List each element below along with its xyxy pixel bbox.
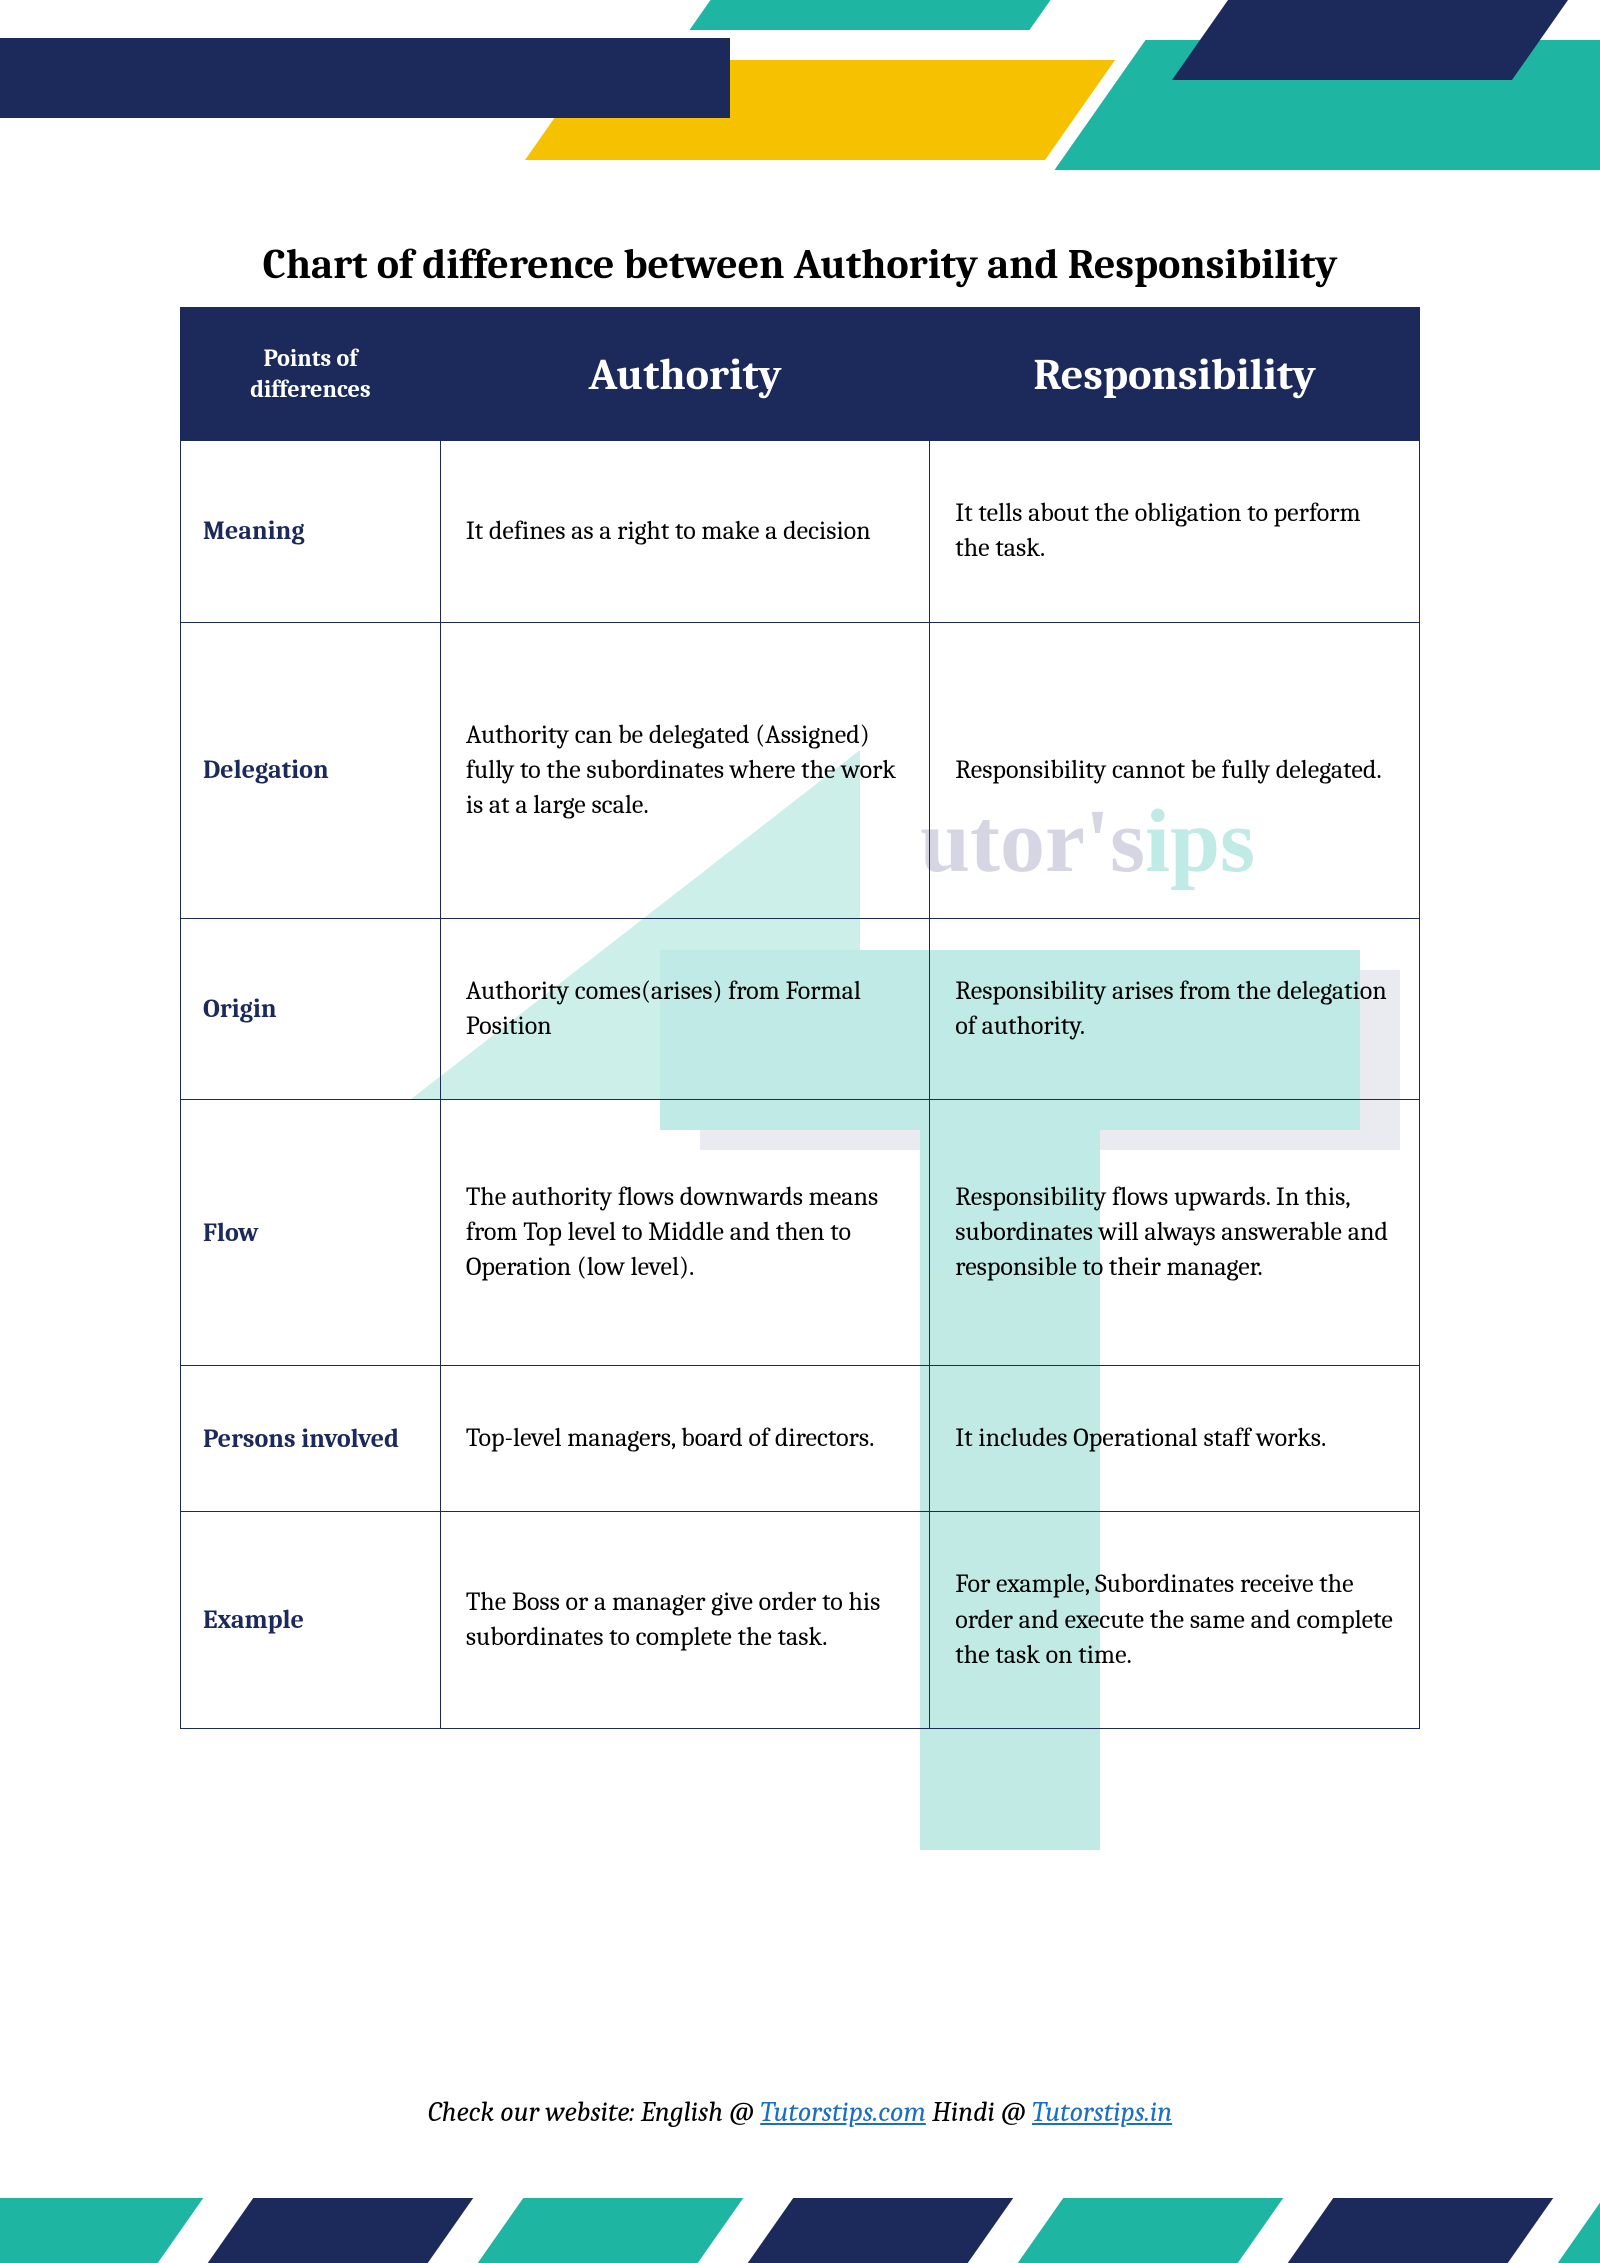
row-label-persons: Persons involved [181,1366,441,1512]
cell: It defines as a right to make a decision [440,441,929,622]
header-decoration [0,0,1600,180]
row-label-flow: Flow [181,1100,441,1366]
header-responsibility: Responsibility [930,308,1420,441]
cell: Authority comes(arises) from Formal Posi… [440,918,929,1099]
cell: Authority can be delegated (Assigned) fu… [440,622,929,918]
table-row: Flow The authority flows downwards means… [181,1100,1420,1366]
footer-text: Check our website: English @ Tutorstips.… [0,2096,1600,2128]
row-label-delegation: Delegation [181,622,441,918]
cell: Responsibility flows upwards. In this, s… [930,1100,1420,1366]
footer-decoration [0,2153,1600,2263]
row-label-example: Example [181,1512,441,1728]
footer-link-hindi[interactable]: Tutorstips.in [1032,2096,1172,2128]
table-row: Persons involved Top-level managers, boa… [181,1366,1420,1512]
footer-prefix: Check our website: English @ [428,2096,760,2128]
table-row: Meaning It defines as a right to make a … [181,441,1420,622]
main-content: utor'sips Chart of difference between Au… [180,240,1420,1729]
page-title: Chart of difference between Authority an… [180,240,1420,289]
table-row: Origin Authority comes(arises) from Form… [181,918,1420,1099]
cell: It includes Operational staff works. [930,1366,1420,1512]
footer-shape [1267,2198,1554,2263]
cell: The Boss or a manager give order to his … [440,1512,929,1728]
header-shape-teal-left [689,0,1050,30]
footer-shape [457,2198,744,2263]
table-header-row: Points of differences Authority Responsi… [181,308,1420,441]
header-shape-navy-right [1172,0,1568,80]
header-authority: Authority [440,308,929,441]
header-shape-navy-bar [0,38,730,118]
cell: For example, Subordinates receive the or… [930,1512,1420,1728]
row-label-origin: Origin [181,918,441,1099]
table-row: Example The Boss or a manager give order… [181,1512,1420,1728]
footer-link-english[interactable]: Tutorstips.com [760,2096,926,2128]
footer-shape [0,2198,203,2263]
footer-shape [997,2198,1284,2263]
cell: The authority flows downwards means from… [440,1100,929,1366]
row-label-meaning: Meaning [181,441,441,622]
footer-middle: Hindi @ [926,2096,1032,2128]
cell: Responsibility arises from the delegatio… [930,918,1420,1099]
footer-shape [187,2198,474,2263]
footer-shape [727,2198,1014,2263]
header-points: Points of differences [181,308,441,441]
cell: Responsibility cannot be fully delegated… [930,622,1420,918]
comparison-table: Points of differences Authority Responsi… [180,307,1420,1729]
cell: It tells about the obligation to perform… [930,441,1420,622]
cell: Top-level managers, board of directors. [440,1366,929,1512]
table-row: Delegation Authority can be delegated (A… [181,622,1420,918]
